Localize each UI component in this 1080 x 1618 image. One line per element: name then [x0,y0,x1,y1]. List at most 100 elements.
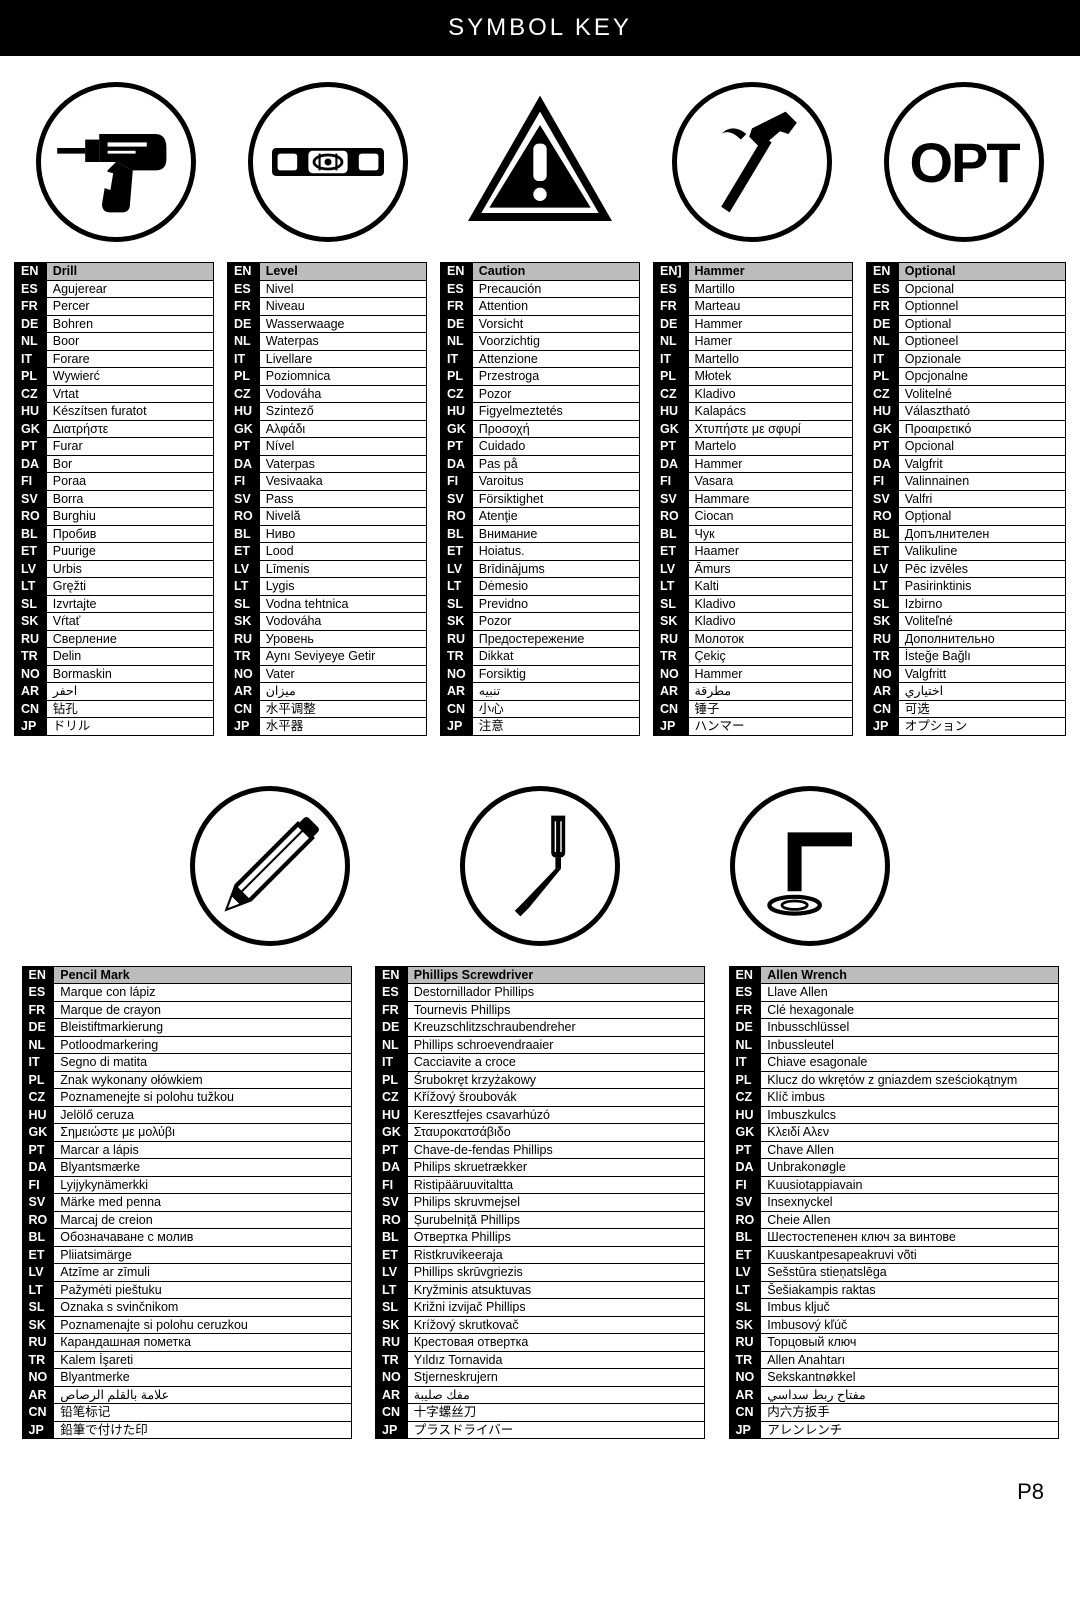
lang-code: AR [654,683,689,701]
lang-code: SL [654,595,689,613]
optional-icon: OPT [884,82,1044,242]
lang-code: PT [729,1141,761,1159]
lang-code: LV [15,560,47,578]
term-header: Caution [472,263,639,281]
lang-code: FI [228,473,260,491]
lang-code: DE [867,315,899,333]
term-cell: Σταυροκατσάβιδο [407,1124,704,1142]
term-cell: Внимание [472,525,639,543]
lang-code: ES [441,280,473,298]
term-cell: Attention [472,298,639,316]
term-cell: Attenzione [472,350,639,368]
lang-code: IT [376,1054,408,1072]
term-cell: Valfri [898,490,1065,508]
lang-code: ES [867,280,899,298]
lang-code: NO [441,665,473,683]
term-cell: Insexnyckel [761,1194,1058,1212]
lang-code: PL [654,368,689,386]
lang-code: EN [22,966,54,984]
term-cell: Marteau [688,298,852,316]
term-cell: Bor [46,455,213,473]
term-cell: Kreuzschlitzschraubendreher [407,1019,704,1037]
lang-code: EN [729,966,761,984]
lang-code: BL [441,525,473,543]
term-cell: Valikuline [898,543,1065,561]
term-cell: Уровень [259,630,426,648]
term-cell: Martillo [688,280,852,298]
lang-table: ENLevelESNivelFRNiveauDEWasserwaageNLWat… [227,262,427,736]
lang-code: ES [376,984,408,1002]
lang-code: CZ [441,385,473,403]
top-tables-row: ENDrillESAgujerearFRPercerDEBohrenNLBoor… [0,262,1080,746]
term-cell: Waterpas [259,333,426,351]
lang-code: JP [729,1421,761,1439]
term-cell: Vesivaaka [259,473,426,491]
lang-code: DA [654,455,689,473]
lang-code: LV [22,1264,54,1282]
term-cell: Clé hexagonale [761,1001,1058,1019]
lang-code: BL [729,1229,761,1247]
term-cell: Pēc izvēles [898,560,1065,578]
term-cell: Valinnainen [898,473,1065,491]
lang-code: GK [15,420,47,438]
lang-code: TR [441,648,473,666]
term-cell: Lood [259,543,426,561]
lang-code: HU [441,403,473,421]
term-cell: 水平器 [259,718,426,736]
lang-code: CN [228,700,260,718]
term-cell: ドリル [46,718,213,736]
lang-code: DE [22,1019,54,1037]
term-cell: Választható [898,403,1065,421]
lang-code: CZ [867,385,899,403]
term-cell: Līmenis [259,560,426,578]
term-cell: Optional [898,315,1065,333]
lang-code: ET [376,1246,408,1264]
term-cell: Pozor [472,385,639,403]
lang-code: LV [376,1264,408,1282]
lang-code: NO [228,665,260,683]
term-cell: Voliteľné [898,613,1065,631]
lang-code: SL [15,595,47,613]
term-cell: Inbusschlüssel [761,1019,1058,1037]
lang-code: JP [867,718,899,736]
lang-code: JP [22,1421,54,1439]
lang-code: SV [376,1194,408,1212]
lang-code: ET [729,1246,761,1264]
term-cell: Pass [259,490,426,508]
lang-code: SK [729,1316,761,1334]
term-cell: Cacciavite a croce [407,1054,704,1072]
lang-code: SK [654,613,689,631]
term-cell: Imbus ključ [761,1299,1058,1317]
lang-code: EN [376,966,408,984]
lang-code: AR [441,683,473,701]
term-cell: Lyijykynämerkki [54,1176,351,1194]
lang-code: ET [228,543,260,561]
term-cell: プラスドライバー [407,1421,704,1439]
lang-code: PT [376,1141,408,1159]
lang-table: ENCautionESPrecauciónFRAttentionDEVorsic… [440,262,640,736]
lang-code: EN [228,263,260,281]
lang-code: AR [867,683,899,701]
term-cell: Furar [46,438,213,456]
term-cell: Карандашная пометка [54,1334,351,1352]
lang-code: NL [15,333,47,351]
hammer-icon [672,82,832,242]
term-cell: Пробив [46,525,213,543]
lang-code: DE [441,315,473,333]
lang-code: LT [15,578,47,596]
term-cell: Chave Allen [761,1141,1058,1159]
term-cell: İsteğe Bağlı [898,648,1065,666]
term-cell: Poraa [46,473,213,491]
lang-code: FI [867,473,899,491]
lang-code: ES [228,280,260,298]
term-cell: Dikkat [472,648,639,666]
lang-code: AR [22,1386,54,1404]
term-cell: Llave Allen [761,984,1058,1002]
term-cell: Blyantmerke [54,1369,351,1387]
lang-table: ENOptionalESOpcionalFROptionnelDEOptiona… [866,262,1066,736]
lang-code: DA [22,1159,54,1177]
lang-code: SL [867,595,899,613]
lang-code: FR [729,1001,761,1019]
term-cell: Ciocan [688,508,852,526]
term-cell: Ristkruvikeeraja [407,1246,704,1264]
